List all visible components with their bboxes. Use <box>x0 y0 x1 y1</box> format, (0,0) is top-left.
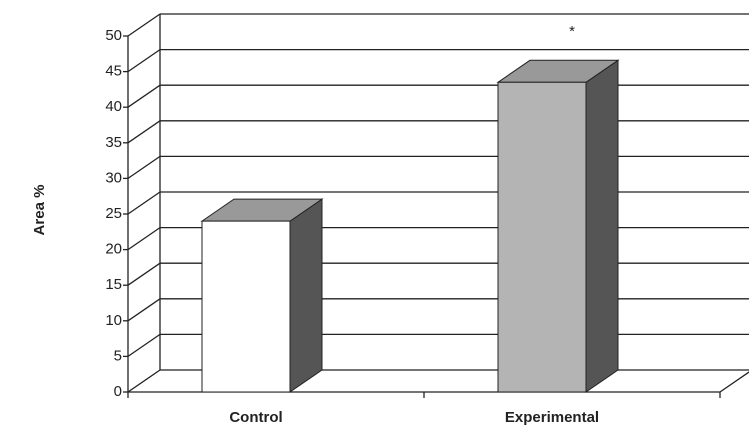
grid-line-side <box>127 298 161 322</box>
y-tick-label: 35 <box>105 134 122 151</box>
grid-line-side <box>127 120 161 144</box>
grid-line-side <box>127 262 161 286</box>
floor-right <box>719 371 749 393</box>
grid-line-side <box>127 191 161 215</box>
bar <box>201 220 291 393</box>
bar-side <box>585 59 619 393</box>
grid-line-side <box>127 333 161 357</box>
grid-line-side <box>127 155 161 179</box>
y-tick-label: 0 <box>114 383 122 400</box>
grid-line-side <box>127 369 161 393</box>
grid-line-side <box>127 227 161 251</box>
y-tick-label: 50 <box>105 27 122 44</box>
y-axis-label: Area % <box>31 185 48 236</box>
x-tick-label: Experimental <box>505 409 599 426</box>
y-tick-label: 5 <box>114 347 122 364</box>
bar <box>497 81 587 393</box>
y-tick-label: 45 <box>105 63 122 80</box>
y-tick-label: 15 <box>105 276 122 293</box>
y-tick-label: 10 <box>105 312 122 329</box>
bar-side <box>289 198 323 393</box>
y-tick-label: 20 <box>105 241 122 258</box>
y-tick-label: 25 <box>105 205 122 222</box>
grid-line-side <box>127 84 161 108</box>
grid-line-side <box>127 13 161 37</box>
annotation: * <box>569 23 575 40</box>
x-tick-label: Control <box>229 409 282 426</box>
y-tick-label: 30 <box>105 169 122 186</box>
grid-line-side <box>127 49 161 73</box>
y-tick-label: 40 <box>105 98 122 115</box>
